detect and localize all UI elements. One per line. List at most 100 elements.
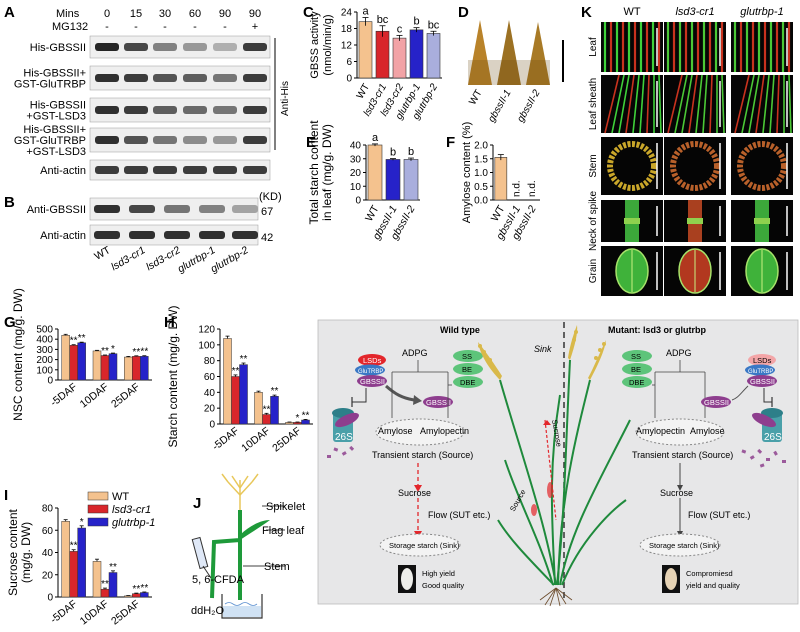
significance-letter: b (390, 147, 396, 159)
lane-label: glutrbp-2 (209, 244, 251, 275)
sheath-vein (748, 74, 760, 134)
bar (262, 414, 271, 425)
k-row-label: Grain (588, 259, 599, 283)
bar (100, 355, 110, 381)
panel-label-j: J (193, 495, 201, 512)
mut-arrow (731, 385, 749, 401)
mins-value: 60 (189, 8, 201, 20)
mg132-value: - (134, 21, 138, 33)
k-col-label: WT (623, 6, 640, 18)
blot-band (213, 106, 237, 114)
stem-label: Stem (264, 561, 290, 573)
significance-letter: b (408, 146, 414, 158)
cfda-tube (191, 536, 209, 570)
y-tick-label: 500 (36, 325, 53, 336)
mins-value: 90 (249, 8, 261, 20)
mut-fragments (741, 448, 786, 468)
mut-storage: Storage starch (Sink) (649, 541, 720, 550)
bar (231, 376, 240, 425)
panel-label-a: A (4, 4, 15, 21)
significance: ** (263, 404, 271, 415)
lane-label: WT (92, 244, 113, 263)
sheath-vein (688, 74, 698, 134)
significance-letter: c (397, 23, 403, 35)
wt-lsds-label: LSDs (363, 356, 382, 365)
bar (108, 572, 118, 598)
spikelet-label: Spikelet (266, 501, 305, 513)
significance: ** (132, 347, 140, 358)
sheath-vein (695, 74, 703, 134)
bar (385, 159, 401, 201)
mut-flow: Flow (SUT etc.) (688, 510, 750, 520)
y-tick-label: 2.0 (474, 141, 488, 152)
panel-label-e: E (306, 134, 316, 151)
bar (92, 350, 102, 381)
blot-band (164, 205, 190, 213)
blot-strip (89, 35, 271, 59)
x-tick-label: 10DAF (78, 598, 111, 628)
blot-strip (89, 159, 271, 181)
wt-complex (355, 354, 387, 387)
kd-label: (KD) (259, 191, 282, 203)
neck-node (687, 218, 703, 224)
sheath-vein (674, 74, 688, 134)
panel-d-labels: WT gbssII-1 gbssII-2 (467, 88, 543, 125)
y-tick-label: 80 (204, 356, 216, 367)
bar (367, 144, 383, 201)
y-tick-label: 0 (47, 376, 53, 387)
significance-letter: bc (428, 19, 440, 31)
sheath-vein (721, 74, 725, 134)
y-tick-label: 12 (341, 41, 353, 52)
blot-band (153, 43, 177, 51)
x-tick-label: 25DAF (270, 425, 303, 455)
panel-label-g: G (4, 314, 16, 331)
sheath-vein (625, 74, 635, 134)
blot-band (124, 74, 148, 82)
wt-enzymes (453, 350, 483, 388)
mut-adpg: ADPG (666, 348, 692, 358)
blot-band (232, 205, 258, 213)
significance-letter: a (362, 6, 369, 18)
y-tick-label: 0.0 (474, 196, 488, 207)
wt-gbssii-label: GBSSII (360, 377, 385, 386)
mins-values: 0 15 30 60 90 90 (104, 8, 261, 20)
blot-band (213, 74, 237, 82)
y-tick-label: 0.5 (474, 182, 488, 193)
wt-release-arrow (385, 384, 415, 402)
stem-ring (670, 141, 720, 191)
bar (100, 588, 110, 598)
y-tick-label: 20 (350, 168, 362, 179)
stem (210, 510, 242, 600)
panel-b-blots: Anti-GBSSII Anti-actin (27, 197, 259, 246)
anti-his-label: Anti-His (280, 81, 291, 116)
y-axis-label: NSC content (mg/g. DW) (11, 288, 25, 421)
wt-outcome-1: High yield (422, 569, 455, 578)
chart-e: 0 10 20 30 40 Total starch content in leaf (mg… (307, 120, 420, 242)
row-label: His-GBSSII (30, 100, 86, 112)
bar (223, 338, 232, 425)
y-tick-label: 0 (355, 196, 361, 207)
blot-band (95, 43, 119, 51)
mut-transient-cloud (635, 418, 725, 446)
x-tick-label: 25DAF (109, 598, 142, 628)
blot-band (94, 205, 120, 213)
wt-proteasome (332, 408, 359, 442)
sheath-vein (667, 74, 683, 134)
mut-complex (745, 354, 777, 387)
x-tick-label: 25DAF (109, 381, 142, 411)
mg132-value: - (193, 21, 197, 33)
wt-proteasome-label: 26S (335, 432, 353, 443)
blot-band (232, 231, 258, 239)
chart-h: 0 20 40 60 80 100 120 Starch content (mg/g. DW)… (166, 305, 313, 454)
row-label: His-GBSSII (30, 42, 86, 54)
blot-strip (89, 65, 271, 91)
blot-band (95, 166, 119, 174)
y-tick-label: 10 (350, 182, 362, 193)
blot-band (183, 106, 207, 114)
legend-label: WT (112, 491, 129, 503)
bar (358, 21, 373, 79)
bar (270, 396, 279, 425)
significance: ** (271, 386, 279, 397)
